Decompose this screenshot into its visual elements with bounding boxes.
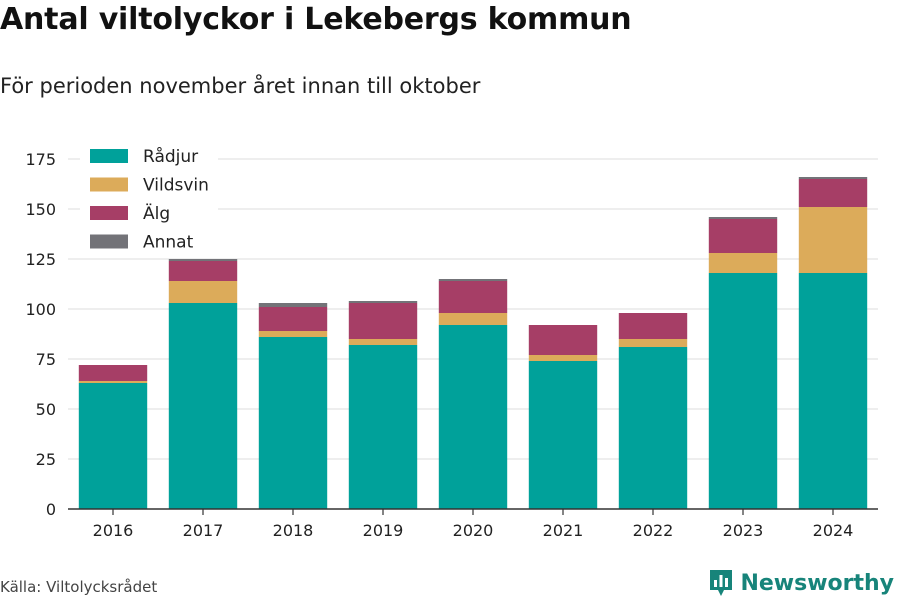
bar-segment-2020-2 [438,281,508,313]
bar-segment-2016-0 [78,383,148,509]
y-tick-label: 75 [36,350,56,369]
y-tick-label: 25 [36,450,56,469]
legend-swatch [90,234,128,249]
y-axis-tick-labels: 0 25 50 75 100 125 150 175 [25,150,56,519]
bar-segment-2023-3 [708,217,778,219]
bar-segment-2017-0 [168,303,238,509]
legend: Rådjur Vildsvin Älg Annat [80,142,218,257]
bar-segment-2022-1 [618,339,688,347]
chart-subtitle: För perioden november året innan till ok… [0,74,481,98]
bar-segment-2024-1 [798,207,868,273]
y-tick-label: 150 [25,200,56,219]
brand-name: Newsworthy [740,570,894,596]
bar-segment-2016-2 [78,365,148,381]
x-tick-label: 2023 [723,521,764,540]
bar-segment-2019-0 [348,345,418,509]
bar-segment-2022-2 [618,313,688,339]
source-note: Källa: Viltolycksrådet [0,578,158,596]
bar-segment-2020-1 [438,313,508,325]
bar-segment-2019-1 [348,339,418,345]
bar-segment-2018-0 [258,337,328,509]
y-tick-label: 0 [46,500,56,519]
bar-segment-2020-0 [438,325,508,509]
legend-label: Vildsvin [143,176,209,196]
x-tick-label: 2024 [813,521,854,540]
y-tick-label: 175 [25,150,56,169]
brand-logo: Newsworthy [708,568,894,598]
bar-segment-2021-0 [528,361,598,509]
bar-segment-2017-2 [168,261,238,281]
bar-segment-2017-3 [168,259,238,261]
bar-segment-2018-1 [258,331,328,337]
bar-segment-2018-3 [258,303,328,307]
x-tick-label: 2017 [183,521,224,540]
legend-swatch [90,206,128,220]
bar-segment-2017-1 [168,281,238,303]
x-tick-label: 2020 [453,521,494,540]
bar-segment-2019-3 [348,301,418,303]
y-tick-label: 125 [25,250,56,269]
bar-segment-2022-0 [618,347,688,509]
stacked-bar-chart: 0 25 50 75 100 125 150 175 2016 2017 2018 2019 2020… [25,142,878,540]
x-axis-tick-labels: 2016 2017 2018 2019 2020 2021 2022 2023 2024 [93,509,854,540]
x-tick-label: 2022 [633,521,674,540]
bar-segment-2016-1 [78,381,148,383]
bar-segment-2021-2 [528,325,598,355]
x-tick-label: 2019 [363,521,404,540]
x-tick-label: 2021 [543,521,584,540]
y-tick-label: 100 [25,300,56,319]
bar-segment-2023-0 [708,273,778,509]
legend-label: Annat [143,233,194,253]
bar-segment-2023-2 [708,219,778,253]
bar-segment-2020-3 [438,279,508,281]
bar-segment-2024-3 [798,177,868,179]
y-tick-label: 50 [36,400,56,419]
bar-segment-2023-1 [708,253,778,273]
bar-segment-2021-1 [528,355,598,361]
bar-segment-2019-2 [348,303,418,339]
x-tick-label: 2018 [273,521,314,540]
legend-swatch [90,149,128,163]
bar-chart-logo-icon [710,570,733,596]
bar-segment-2024-0 [798,273,868,509]
bar-segment-2024-2 [798,179,868,207]
legend-label: Älg [143,203,170,224]
x-tick-label: 2016 [93,521,134,540]
bars [78,177,868,509]
legend-swatch [90,177,128,192]
chart-title: Antal viltolyckor i Lekebergs kommun [0,2,632,37]
bar-segment-2018-2 [258,307,328,331]
legend-label: Rådjur [143,146,198,167]
